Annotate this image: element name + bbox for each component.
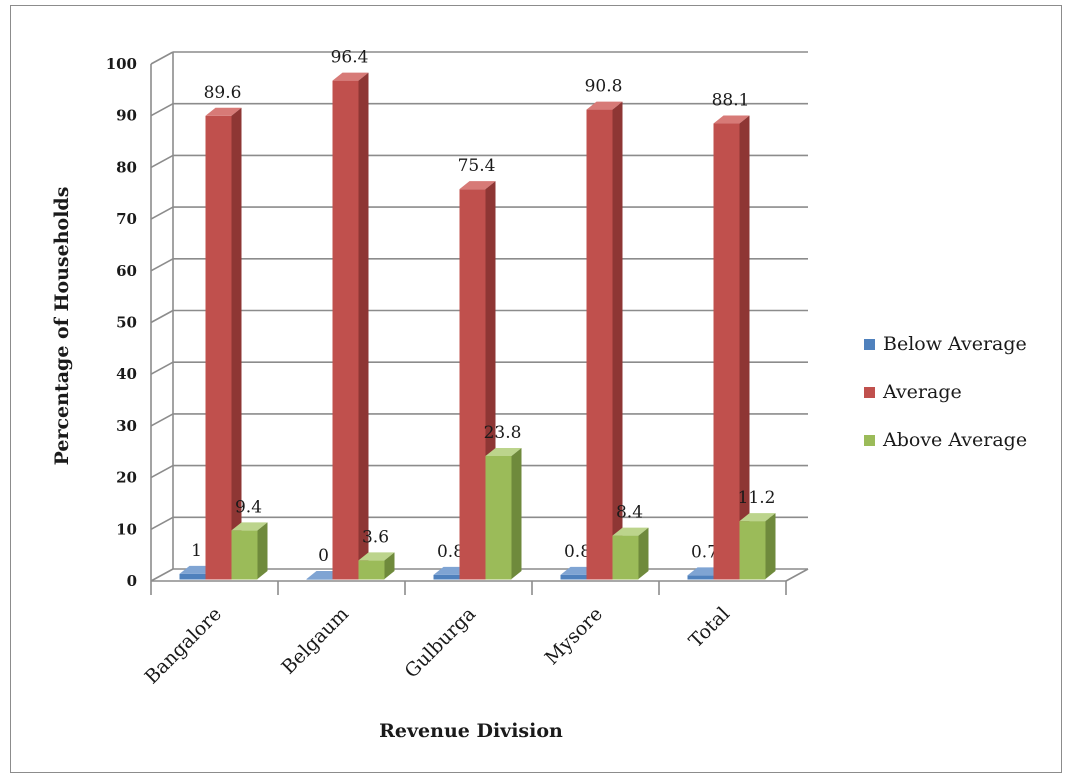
bar-above-average-gulburga bbox=[485, 455, 512, 580]
data-label-average-bangalore: 89.6 bbox=[204, 83, 242, 103]
x-axis-title: Revenue Division bbox=[379, 720, 563, 742]
chart-frame: 0 10 20 30 40 50 60 70 80 90 100 1 89.6 9.4 Bangalore 0… bbox=[10, 5, 1062, 773]
bar-side-above-average-bangalore bbox=[257, 522, 268, 579]
data-label-below-average-gulburga: 0.8 bbox=[437, 542, 464, 562]
data-label-below-average-bangalore: 1 bbox=[191, 541, 202, 561]
ytick-label: 60 bbox=[116, 262, 137, 280]
bar-side-above-average-belgaum bbox=[384, 552, 395, 579]
gridline-depth-2 bbox=[150, 464, 174, 479]
data-label-above-average-total: 11.2 bbox=[738, 488, 776, 508]
data-label-above-average-belgaum: 3.6 bbox=[362, 527, 389, 547]
category-label-total: Total bbox=[685, 603, 734, 652]
bar-side-average-mysore bbox=[612, 101, 623, 580]
gridline-depth-8 bbox=[150, 154, 174, 169]
gridline-depth-9 bbox=[150, 102, 174, 117]
ytick-label: 90 bbox=[116, 107, 137, 125]
ytick-label: 40 bbox=[116, 365, 137, 383]
ytick-label: 70 bbox=[116, 210, 137, 228]
data-label-below-average-belgaum: 0 bbox=[318, 546, 329, 566]
data-label-average-gulburga: 75.4 bbox=[458, 156, 496, 176]
category-label-gulburga: Gulburga bbox=[401, 603, 481, 683]
legend-swatch-average bbox=[864, 387, 875, 398]
bar-top-above-average-bangalore bbox=[231, 522, 268, 531]
gridline-depth-10 bbox=[150, 51, 174, 65]
bar-top-above-average-belgaum bbox=[358, 552, 395, 561]
bar-above-average-total bbox=[739, 521, 766, 580]
floor-right-edge bbox=[785, 568, 809, 582]
bar-side-above-average-mysore bbox=[638, 527, 649, 579]
bar-average-belgaum bbox=[332, 80, 359, 580]
bar-average-mysore bbox=[586, 109, 613, 580]
data-label-average-total: 88.1 bbox=[712, 91, 750, 111]
bar-side-average-total bbox=[739, 115, 750, 579]
ytick-label: 50 bbox=[116, 314, 137, 332]
gridline-depth-6 bbox=[150, 258, 174, 272]
bar-top-average-bangalore bbox=[205, 107, 242, 116]
bar-above-average-mysore bbox=[612, 535, 639, 580]
gridline-depth-0 bbox=[150, 568, 174, 582]
bar-below-average-belgaum bbox=[306, 579, 333, 580]
bar-average-bangalore bbox=[205, 115, 232, 580]
data-label-below-average-mysore: 0.8 bbox=[564, 542, 591, 562]
bar-above-average-belgaum bbox=[358, 560, 385, 580]
data-label-average-belgaum: 96.4 bbox=[331, 48, 369, 68]
bar-side-above-average-total bbox=[765, 513, 776, 579]
ytick-label: 20 bbox=[116, 469, 137, 487]
ytick-label: 100 bbox=[106, 55, 137, 73]
ytick-label: 30 bbox=[116, 417, 137, 435]
bar-top-above-average-total bbox=[739, 513, 776, 522]
legend-label-below-average: Below Average bbox=[883, 333, 1027, 355]
bar-top-average-gulburga bbox=[459, 181, 496, 190]
bar-side-above-average-gulburga bbox=[511, 447, 522, 579]
gridline-depth-3 bbox=[150, 413, 174, 427]
gridline-depth-4 bbox=[150, 361, 174, 375]
bar-below-average-gulburga bbox=[433, 574, 460, 580]
bar-side-average-bangalore bbox=[231, 107, 242, 579]
bar-top-above-average-mysore bbox=[612, 527, 649, 536]
category-label-mysore: Mysore bbox=[541, 603, 607, 669]
bar-average-total bbox=[713, 123, 740, 580]
gridline-depth-5 bbox=[150, 309, 174, 324]
ytick-label: 0 bbox=[127, 572, 137, 590]
data-label-below-average-total: 0.7 bbox=[691, 542, 718, 562]
ytick-label: 10 bbox=[116, 520, 137, 538]
category-label-bangalore: Bangalore bbox=[141, 603, 226, 688]
legend-label-average: Average bbox=[882, 381, 962, 403]
legend-label-above-average: Above Average bbox=[882, 429, 1027, 451]
legend-swatch-above-average bbox=[864, 435, 875, 446]
category-label-belgaum: Belgaum bbox=[277, 603, 353, 679]
legend-swatch-below-average bbox=[864, 339, 875, 350]
y-axis-title: Percentage of Households bbox=[51, 187, 73, 466]
ytick-label: 80 bbox=[116, 158, 137, 176]
bar-top-average-total bbox=[713, 115, 750, 124]
data-label-above-average-mysore: 8.4 bbox=[616, 503, 643, 523]
data-label-average-mysore: 90.8 bbox=[585, 77, 623, 97]
bar-below-average-total bbox=[687, 575, 714, 580]
gridline-depth-7 bbox=[150, 206, 174, 220]
bar-top-above-average-gulburga bbox=[485, 447, 522, 456]
bar-top-average-mysore bbox=[586, 101, 623, 110]
bar-top-average-belgaum bbox=[332, 72, 369, 81]
data-label-above-average-bangalore: 9.4 bbox=[235, 497, 262, 517]
bar-above-average-bangalore bbox=[231, 530, 258, 580]
bar-average-gulburga bbox=[459, 189, 486, 580]
gridline-depth-1 bbox=[150, 516, 174, 531]
data-label-above-average-gulburga: 23.8 bbox=[484, 423, 522, 443]
bar-below-average-bangalore bbox=[179, 573, 206, 580]
bar-side-average-belgaum bbox=[358, 72, 369, 579]
bar-below-average-mysore bbox=[560, 574, 587, 580]
chart-svg: 0102030405060708090100189.69.4Bangalore0… bbox=[51, 48, 1027, 742]
